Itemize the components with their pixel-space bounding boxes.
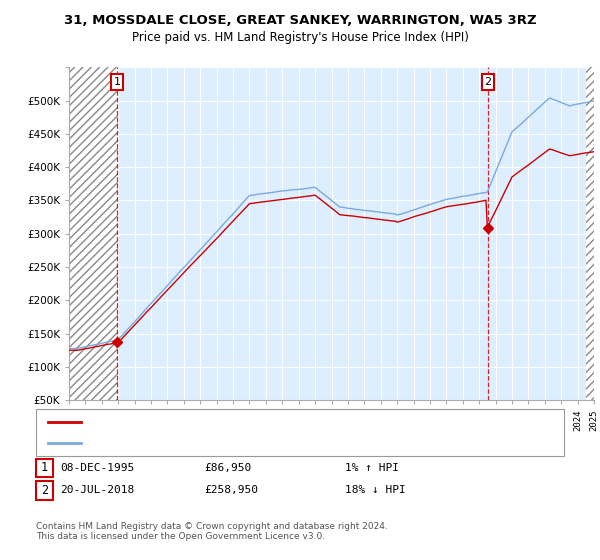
Bar	[586, 67, 594, 400]
Text: 08-DEC-1995: 08-DEC-1995	[60, 463, 134, 473]
Text: HPI: Average price, detached house, Warrington: HPI: Average price, detached house, Warr…	[84, 438, 313, 447]
Text: Price paid vs. HM Land Registry's House Price Index (HPI): Price paid vs. HM Land Registry's House …	[131, 31, 469, 44]
Text: 2: 2	[484, 77, 491, 87]
Text: Contains HM Land Registry data © Crown copyright and database right 2024.
This d: Contains HM Land Registry data © Crown c…	[36, 522, 388, 542]
Text: 31, MOSSDALE CLOSE, GREAT SANKEY, WARRINGTON, WA5 3RZ (detached house): 31, MOSSDALE CLOSE, GREAT SANKEY, WARRIN…	[84, 418, 473, 427]
Text: £86,950: £86,950	[204, 463, 251, 473]
Text: 1: 1	[41, 461, 48, 474]
Text: £258,950: £258,950	[204, 486, 258, 495]
Text: 18% ↓ HPI: 18% ↓ HPI	[345, 486, 406, 495]
Text: 2: 2	[41, 484, 48, 497]
Text: 1% ↑ HPI: 1% ↑ HPI	[345, 463, 399, 473]
Text: 31, MOSSDALE CLOSE, GREAT SANKEY, WARRINGTON, WA5 3RZ: 31, MOSSDALE CLOSE, GREAT SANKEY, WARRIN…	[64, 14, 536, 27]
Text: 20-JUL-2018: 20-JUL-2018	[60, 486, 134, 495]
Text: 1: 1	[113, 77, 121, 87]
Bar	[69, 67, 118, 400]
